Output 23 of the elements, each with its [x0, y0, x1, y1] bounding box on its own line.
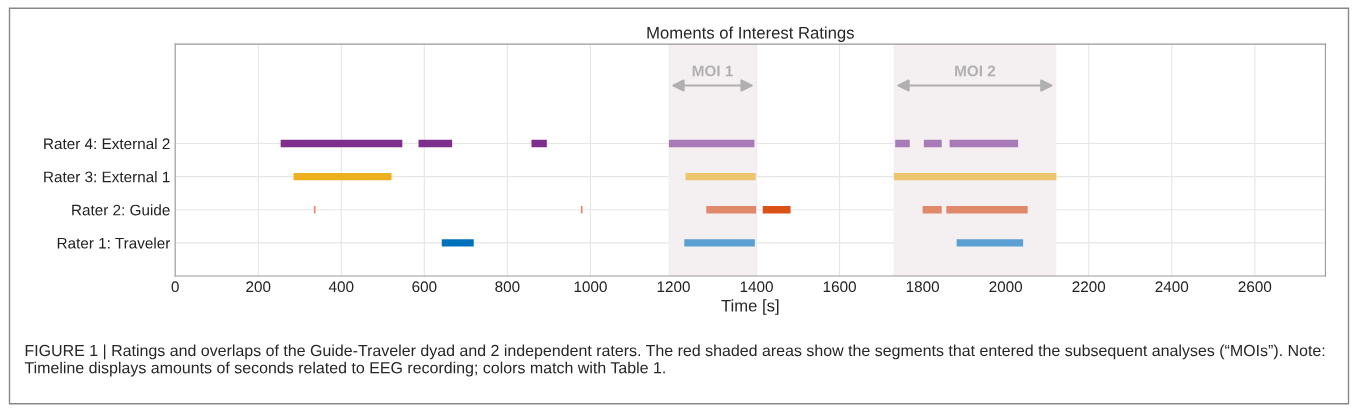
x-tick-label: 2600: [1238, 281, 1272, 293]
x-tick-label: 1600: [823, 281, 856, 293]
y-tick-label: Rater 4: External 2: [44, 137, 170, 150]
x-tick-label: 2000: [989, 281, 1023, 293]
x-tick-label: 2200: [1072, 281, 1106, 293]
x-tick-label: 400: [328, 281, 354, 293]
chart-title: Moments of Interest Ratings: [647, 26, 854, 42]
caption: FIGURE 1 | Ratings and overlaps of the Guide-Traveler dyad and 2 independent raters. The red shaded areas show the segments that entered the subsequent analyses (“MOIs”). Note: Timeline displays amounts of seconds related to EEG recording; colors match with Table 1.: [24, 344, 1325, 377]
band-label: MOI 2: [955, 65, 996, 77]
x-tick-label: 2400: [1155, 281, 1189, 293]
x-tick-label: 1200: [657, 281, 690, 293]
x-tick-label: 1000: [574, 281, 607, 293]
y-tick-label: Rater 3: External 1: [44, 171, 170, 183]
x-tick-label: 0: [171, 281, 179, 293]
band-label: MOI 1: [692, 65, 733, 77]
x-tick-label: 1400: [740, 281, 773, 293]
x-axis-title: Time [s]: [721, 299, 779, 315]
x-tick-label: 1800: [906, 281, 940, 293]
x-tick-label: 200: [246, 281, 271, 293]
y-tick-label: Rater 2: Guide: [72, 204, 170, 216]
x-tick-label: 800: [495, 281, 520, 293]
x-tick-label: 600: [412, 281, 437, 293]
y-tick-label: Rater 1: Traveler: [57, 237, 171, 249]
